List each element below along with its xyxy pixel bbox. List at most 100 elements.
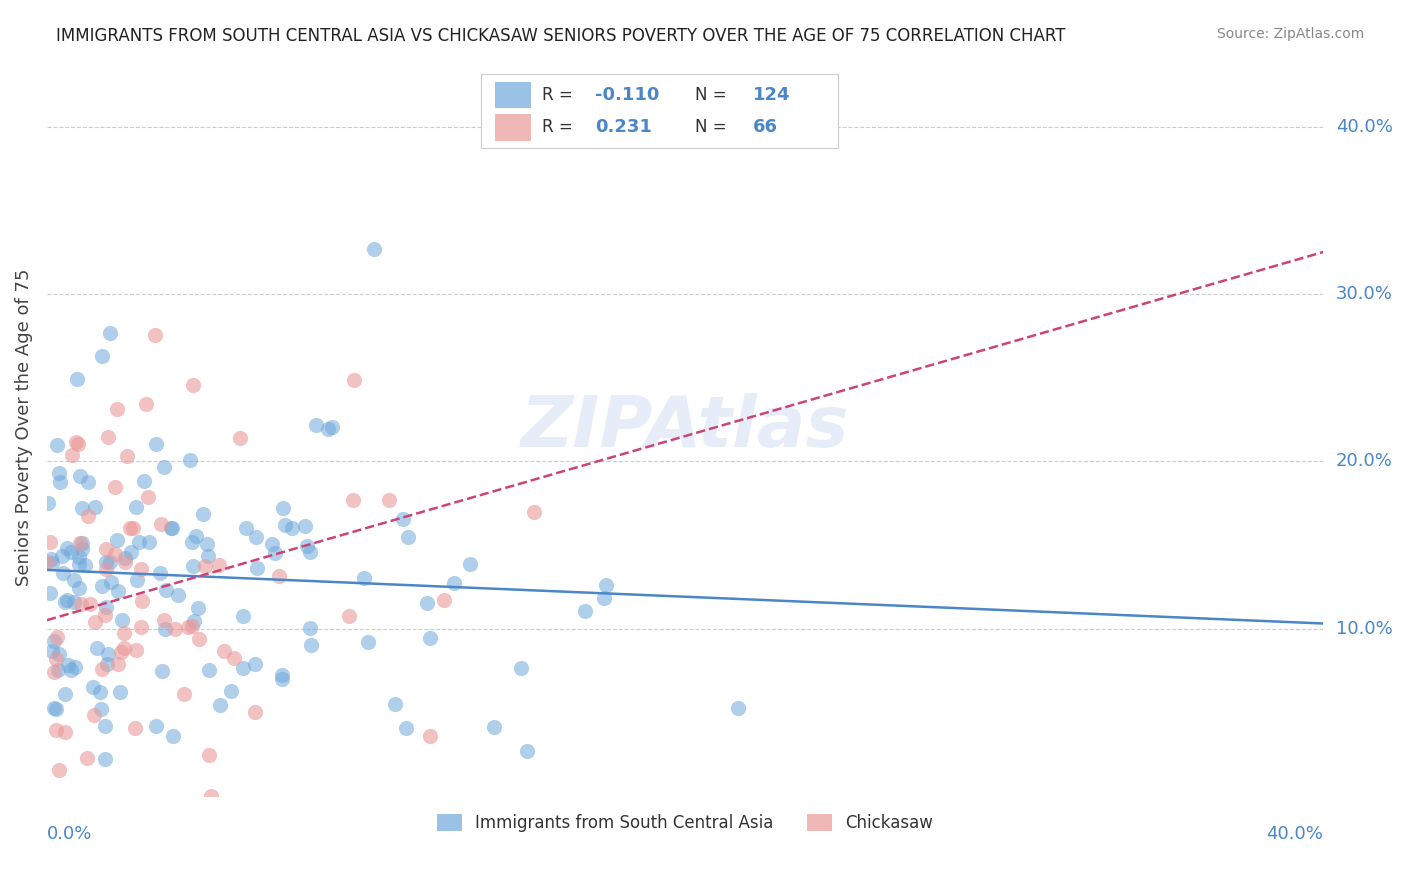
Point: [70, 542, 93, 557]
Point: [105, 533, 128, 548]
Point: [53, 725, 76, 739]
Point: [107, 584, 129, 599]
Point: [51, 549, 73, 564]
Point: [165, 622, 187, 636]
Text: 30.0%: 30.0%: [1336, 285, 1393, 303]
Point: [44, 634, 66, 648]
Point: [45, 702, 67, 716]
Point: [46, 438, 69, 452]
Point: [271, 501, 294, 516]
Point: [271, 672, 294, 686]
Point: [197, 549, 219, 563]
Point: [59, 545, 82, 559]
Point: [90, 702, 112, 716]
Point: [114, 550, 136, 565]
Point: [44, 701, 66, 715]
Point: [343, 373, 366, 387]
Point: [377, 493, 399, 508]
Point: [212, 644, 235, 658]
Point: [153, 622, 176, 636]
Point: [94, 562, 117, 576]
Point: [37, 496, 59, 510]
Point: [83, 500, 105, 515]
Point: [159, 521, 181, 535]
Point: [353, 571, 375, 585]
Point: [39, 552, 62, 566]
Point: [167, 588, 190, 602]
Text: ZIPAtlas: ZIPAtlas: [520, 393, 849, 462]
Point: [160, 521, 183, 535]
Point: [128, 535, 150, 549]
Text: IMMIGRANTS FROM SOUTH CENTRAL ASIA VS CHICKASAW SENIORS POVERTY OVER THE AGE OF : IMMIGRANTS FROM SOUTH CENTRAL ASIA VS CH…: [56, 27, 1066, 45]
Point: [195, 536, 218, 550]
Point: [94, 718, 117, 732]
Point: [246, 560, 269, 574]
Y-axis label: Seniors Poverty Over the Age of 75: Seniors Poverty Over the Age of 75: [15, 269, 32, 586]
Point: [357, 635, 380, 649]
Point: [187, 601, 209, 615]
Text: 40.0%: 40.0%: [1267, 825, 1323, 843]
Point: [131, 594, 153, 608]
Point: [298, 621, 321, 635]
Point: [222, 651, 245, 665]
Point: [48, 466, 70, 480]
Point: [73, 558, 96, 573]
Point: [153, 460, 176, 475]
Legend: Immigrants from South Central Asia, Chickasaw: Immigrants from South Central Asia, Chic…: [430, 807, 939, 839]
Point: [149, 566, 172, 580]
Point: [150, 516, 173, 531]
Point: [60, 663, 83, 677]
Point: [39, 534, 62, 549]
Point: [52, 566, 75, 581]
Point: [65, 434, 87, 449]
Point: [114, 555, 136, 569]
Point: [100, 575, 122, 590]
Point: [96, 541, 118, 556]
Point: [337, 609, 360, 624]
Text: 10.0%: 10.0%: [1336, 620, 1393, 638]
Point: [56, 593, 79, 607]
Point: [299, 545, 322, 559]
Point: [124, 721, 146, 735]
Point: [96, 657, 118, 672]
Point: [120, 545, 142, 559]
Point: [145, 328, 167, 343]
Point: [110, 645, 132, 659]
Point: [72, 501, 94, 516]
Point: [269, 569, 291, 583]
Text: 0.0%: 0.0%: [46, 825, 93, 843]
Point: [131, 561, 153, 575]
Point: [55, 541, 77, 556]
Point: [419, 631, 441, 645]
Point: [82, 680, 104, 694]
Point: [274, 518, 297, 533]
Point: [63, 573, 86, 587]
Point: [94, 752, 117, 766]
Point: [294, 519, 316, 533]
Point: [191, 508, 214, 522]
Point: [56, 657, 79, 672]
Point: [219, 683, 242, 698]
Point: [96, 555, 118, 569]
Point: [243, 705, 266, 719]
Point: [187, 632, 209, 646]
Point: [67, 550, 90, 565]
Point: [105, 401, 128, 416]
Point: [79, 598, 101, 612]
Point: [55, 594, 77, 608]
Point: [245, 657, 267, 671]
Point: [48, 763, 70, 777]
Point: [89, 685, 111, 699]
Point: [90, 349, 112, 363]
Point: [183, 378, 205, 392]
Point: [595, 578, 617, 592]
Point: [433, 593, 456, 607]
Point: [198, 663, 221, 677]
Point: [281, 521, 304, 535]
Point: [60, 448, 83, 462]
Point: [69, 557, 91, 571]
Point: [97, 430, 120, 444]
Point: [419, 730, 441, 744]
Point: [98, 555, 121, 569]
Point: [321, 420, 343, 434]
